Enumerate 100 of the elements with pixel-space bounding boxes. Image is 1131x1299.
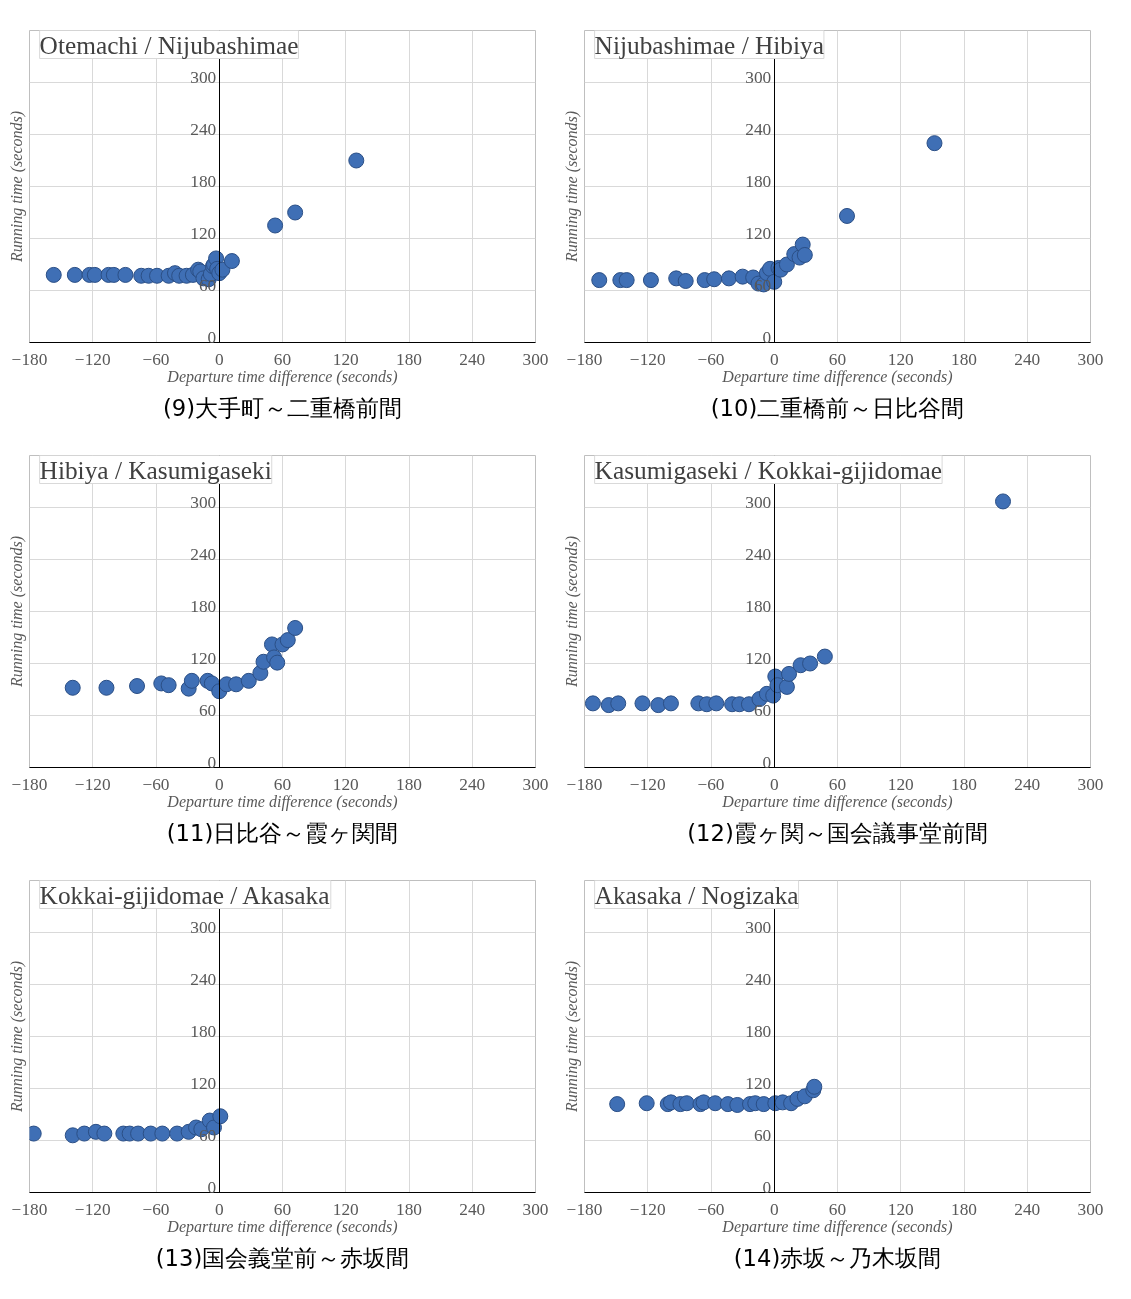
x-tick-label: −60 — [142, 774, 170, 794]
x-tick-label: 240 — [1014, 349, 1041, 369]
y-tick-label: 120 — [745, 648, 772, 668]
y-axis-title: Running time (seconds) — [562, 960, 581, 1114]
x-tick-label: 240 — [459, 774, 486, 794]
x-tick-label: 60 — [273, 349, 292, 369]
x-tick-label: −120 — [629, 1199, 666, 1219]
y-tick-label: 180 — [745, 171, 772, 191]
x-axis-title: Departure time difference (seconds) — [166, 792, 398, 811]
y-axis-title: Running time (seconds) — [562, 110, 581, 264]
y-tick-label: 60 — [753, 700, 772, 720]
y-tick-label: 120 — [745, 223, 772, 243]
x-tick-label: 120 — [332, 349, 359, 369]
x-axis-title: Departure time difference (seconds) — [721, 367, 953, 386]
text: (13)国会義堂前～赤坂間 — [155, 1244, 410, 1271]
text: (12)霞ヶ関～国会議事堂前間 — [687, 819, 988, 846]
y-tick-label: 240 — [745, 969, 772, 989]
x-tick-label: −180 — [11, 774, 48, 794]
y-axis-title: Running time (seconds) — [562, 535, 581, 689]
y-tick-label: 240 — [190, 969, 217, 989]
x-tick-label: −120 — [74, 774, 111, 794]
y-tick-label: 60 — [198, 1125, 217, 1145]
x-tick-label: 300 — [1077, 1199, 1104, 1219]
x-tick-label: −60 — [142, 1199, 170, 1219]
x-tick-label: 300 — [522, 349, 549, 369]
chart-title: Kasumigaseki / Kokkai-gijidomae — [594, 455, 943, 484]
x-tick-label: −180 — [566, 1199, 603, 1219]
y-tick-label: 240 — [745, 544, 772, 564]
y-tick-label: 60 — [198, 700, 217, 720]
y-tick-label: 0 — [207, 1177, 217, 1197]
y-tick-label: 180 — [190, 171, 217, 191]
x-tick-label: −60 — [142, 349, 170, 369]
x-axis-title: Departure time difference (seconds) — [166, 1217, 398, 1236]
x-tick-label: 60 — [828, 349, 847, 369]
y-tick-label: 0 — [207, 752, 217, 772]
x-tick-label: −120 — [629, 349, 666, 369]
y-tick-label: 180 — [745, 1021, 772, 1041]
y-tick-label: 120 — [190, 1073, 217, 1093]
text: (11)日比谷～霞ヶ関間 — [166, 819, 399, 846]
x-tick-label: −60 — [697, 349, 725, 369]
x-tick-label: −180 — [11, 349, 48, 369]
chart-title: Nijubashimae / Hibiya — [594, 30, 824, 59]
x-axis-title: Departure time difference (seconds) — [721, 1217, 953, 1236]
text: (9)大手町～二重橋前間 — [162, 394, 403, 421]
x-tick-label: 300 — [522, 774, 549, 794]
y-tick-label: 300 — [190, 917, 217, 937]
x-tick-label: −120 — [74, 1199, 111, 1219]
x-tick-label: −60 — [697, 1199, 725, 1219]
x-tick-label: 60 — [828, 774, 847, 794]
x-tick-label: 180 — [396, 774, 422, 794]
y-tick-label: 0 — [207, 327, 217, 347]
x-tick-label: −180 — [11, 1199, 48, 1219]
y-tick-label: 300 — [190, 492, 217, 512]
x-tick-label: 180 — [951, 349, 977, 369]
y-tick-label: 120 — [190, 648, 217, 668]
x-tick-label: 240 — [459, 349, 486, 369]
y-tick-label: 0 — [762, 327, 772, 347]
x-tick-label: 180 — [951, 774, 977, 794]
x-tick-label: 180 — [396, 349, 422, 369]
x-axis-title: Departure time difference (seconds) — [166, 367, 398, 386]
y-tick-label: 120 — [745, 1073, 772, 1093]
x-tick-label: −60 — [697, 774, 725, 794]
y-tick-label: 0 — [762, 1177, 772, 1197]
text: (14)赤坂～乃木坂間 — [733, 1244, 942, 1271]
chart-title: Kokkai-gijidomae / Akasaka — [39, 880, 330, 909]
y-tick-label: 300 — [745, 492, 772, 512]
x-tick-label: −120 — [629, 774, 666, 794]
chart-title: Otemachi / Nijubashimae — [39, 30, 299, 59]
x-tick-label: 240 — [459, 1199, 486, 1219]
y-tick-label: 180 — [745, 596, 772, 616]
x-tick-label: 120 — [332, 1199, 359, 1219]
x-tick-label: −120 — [74, 349, 111, 369]
x-tick-label: 300 — [1077, 349, 1104, 369]
chart-title: Akasaka / Nogizaka — [594, 880, 799, 909]
y-axis-title: Running time (seconds) — [7, 535, 26, 689]
y-tick-label: 120 — [190, 223, 217, 243]
x-tick-label: −180 — [566, 774, 603, 794]
chart-title: Hibiya / Kasumigaseki — [39, 455, 272, 484]
text: (10)二重橋前～日比谷間 — [710, 394, 965, 421]
y-axis-title: Running time (seconds) — [7, 110, 26, 264]
y-tick-label: 300 — [745, 67, 772, 87]
x-tick-label: 240 — [1014, 774, 1041, 794]
x-tick-label: 60 — [273, 1199, 292, 1219]
y-tick-label: 60 — [753, 1125, 772, 1145]
x-tick-label: 300 — [1077, 774, 1104, 794]
y-axis-title: Running time (seconds) — [7, 960, 26, 1114]
y-tick-label: 300 — [190, 67, 217, 87]
x-axis-title: Departure time difference (seconds) — [721, 792, 953, 811]
y-tick-label: 300 — [745, 917, 772, 937]
y-tick-label: 60 — [753, 275, 772, 295]
x-tick-label: −180 — [566, 349, 603, 369]
y-tick-label: 0 — [762, 752, 772, 772]
x-tick-label: 120 — [887, 1199, 914, 1219]
x-tick-label: 120 — [332, 774, 359, 794]
x-tick-label: 240 — [1014, 1199, 1041, 1219]
x-tick-label: 180 — [396, 1199, 422, 1219]
y-tick-label: 240 — [745, 119, 772, 139]
x-tick-label: 120 — [887, 349, 914, 369]
y-tick-label: 240 — [190, 119, 217, 139]
x-tick-label: 300 — [522, 1199, 549, 1219]
